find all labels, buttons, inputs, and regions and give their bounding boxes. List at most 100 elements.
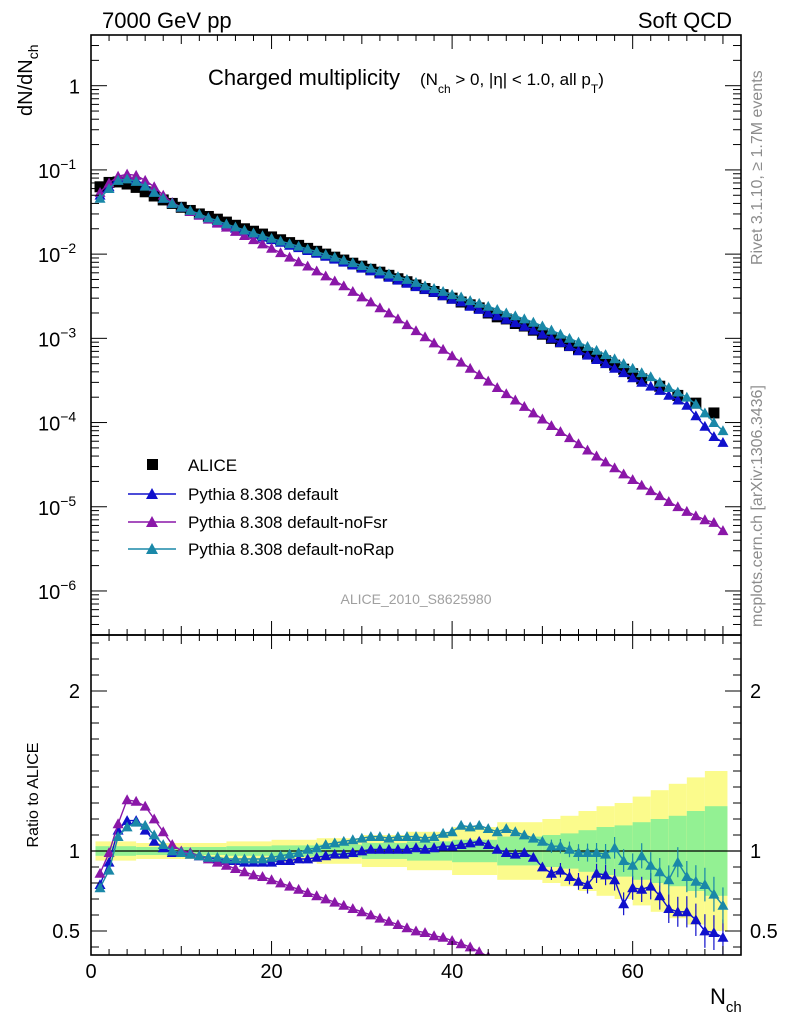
data-point-pythia-8-308-default-norap xyxy=(600,349,612,360)
ratio-point-pythia-8-308-default-norap xyxy=(645,859,657,870)
ratio-point-pythia-8-308-default-nofsr xyxy=(537,972,548,982)
data-point-pythia-8-308-default-nofsr xyxy=(554,426,566,437)
ratio-point-pythia-8-308-default xyxy=(437,840,449,851)
ratio-point-pythia-8-308-default-norap xyxy=(383,832,395,843)
data-point-pythia-8-308-default-nofsr xyxy=(437,343,449,354)
ratio-point-pythia-8-308-default-norap xyxy=(464,821,476,832)
legend-label-default: Pythia 8.308 default xyxy=(188,485,339,504)
ratio-point-pythia-8-308-default-nofsr xyxy=(410,925,422,936)
data-point-pythia-8-308-default-nofsr xyxy=(482,375,494,386)
ratio-point-pythia-8-308-default xyxy=(500,847,512,857)
ratio-point-pythia-8-308-default-nofsr xyxy=(157,826,169,837)
data-point-pythia-8-308-default-nofsr xyxy=(500,388,512,399)
ratio-point-pythia-8-308-default-norap xyxy=(690,875,702,886)
ratio-point-pythia-8-308-default xyxy=(600,869,612,880)
data-point-pythia-8-308-default-norap xyxy=(401,273,413,284)
data-point-pythia-8-308-default-norap xyxy=(311,246,323,257)
data-point-pythia-8-308-default xyxy=(591,354,603,364)
ratio-point-pythia-8-308-default xyxy=(699,925,711,936)
data-point-pythia-8-308-default xyxy=(527,324,539,335)
data-point-pythia-8-308-default-norap xyxy=(446,289,458,300)
data-point-pythia-8-308-default-norap xyxy=(293,240,305,251)
legend-label-alice: ALICE xyxy=(188,456,237,475)
ratio-point-pythia-8-308-default-norap xyxy=(545,840,557,851)
ratio-point-pythia-8-308-default-nofsr xyxy=(573,980,584,990)
ratio-point-pythia-8-308-default-nofsr xyxy=(582,982,593,992)
ratio-point-pythia-8-308-default-nofsr xyxy=(248,869,259,880)
ratio-point-pythia-8-308-default xyxy=(338,848,350,859)
ratio-point-pythia-8-308-default-nofsr xyxy=(609,986,620,996)
ratio-point-pythia-8-308-default-nofsr xyxy=(699,999,710,1009)
ratio-point-pythia-8-308-default-nofsr xyxy=(555,977,566,987)
ratio-point-pythia-8-308-default-norap xyxy=(518,829,530,840)
data-point-pythia-8-308-default xyxy=(663,389,675,400)
data-point-alice xyxy=(708,407,720,419)
data-point-pythia-8-308-default-norap xyxy=(284,238,296,249)
ratio-y-tick-label-right: 2 xyxy=(750,681,761,703)
ratio-point-pythia-8-308-default-norap xyxy=(112,831,124,841)
ratio-point-pythia-8-308-default-norap xyxy=(582,847,594,857)
ratio-point-pythia-8-308-default xyxy=(320,850,332,861)
main-y-axis-label-text: dN/dN xyxy=(15,59,37,116)
data-point-pythia-8-308-default-norap xyxy=(347,257,359,268)
data-point-pythia-8-308-default xyxy=(536,328,548,339)
legend: ALICE Pythia 8.308 default Pythia 8.308 … xyxy=(128,456,394,559)
plot-title-main: Charged multiplicity xyxy=(208,65,400,90)
ratio-point-pythia-8-308-default-norap xyxy=(338,835,350,846)
ratio-point-pythia-8-308-default-norap xyxy=(356,832,368,843)
ratio-point-pythia-8-308-default xyxy=(374,843,386,854)
ratio-point-pythia-8-308-default-norap xyxy=(392,831,404,841)
data-point-pythia-8-308-default xyxy=(618,367,630,378)
ratio-point-pythia-8-308-default-norap xyxy=(527,832,539,843)
legend-item-alice: ALICE xyxy=(147,456,237,475)
plot-title-cut-sub2: T xyxy=(591,82,599,96)
ratio-point-pythia-8-308-default-nofsr xyxy=(654,994,665,1004)
ratio-point-pythia-8-308-default xyxy=(148,835,160,846)
ratio-point-pythia-8-308-default-norap xyxy=(708,888,720,899)
data-point-pythia-8-308-default-norap xyxy=(563,332,575,343)
main-y-tick-label: 10−2 xyxy=(38,240,76,267)
main-y-tick-label: 10−5 xyxy=(38,493,76,520)
ratio-point-pythia-8-308-default-nofsr xyxy=(528,969,539,979)
data-point-pythia-8-308-default-norap xyxy=(383,268,395,279)
ratio-point-pythia-8-308-default-nofsr xyxy=(293,883,305,894)
data-point-pythia-8-308-default-nofsr xyxy=(717,525,729,536)
data-point-pythia-8-308-default-norap xyxy=(573,336,584,347)
ratio-point-pythia-8-308-default xyxy=(509,848,521,859)
ratio-point-pythia-8-308-default-nofsr xyxy=(130,795,142,806)
data-point-pythia-8-308-default-norap xyxy=(428,283,440,293)
ratio-point-pythia-8-308-default-norap xyxy=(347,834,359,845)
ratio-point-pythia-8-308-default xyxy=(410,842,422,853)
data-point-pythia-8-308-default-nofsr xyxy=(573,438,584,449)
ratio-point-pythia-8-308-default xyxy=(482,839,494,849)
data-point-pythia-8-308-default-norap xyxy=(320,248,332,259)
data-point-pythia-8-308-default-norap xyxy=(338,254,350,265)
ratio-point-pythia-8-308-default-norap xyxy=(437,827,449,838)
main-y-tick-label-exp: −6 xyxy=(60,577,76,593)
data-point-pythia-8-308-default-norap xyxy=(491,303,503,314)
data-point-pythia-8-308-default-nofsr xyxy=(464,362,476,373)
ratio-point-pythia-8-308-default-norap xyxy=(94,882,106,893)
data-point-pythia-8-308-default-norap xyxy=(248,227,259,238)
ratio-point-pythia-8-308-default-nofsr xyxy=(474,946,485,955)
data-point-pythia-8-308-default-nofsr xyxy=(609,462,621,473)
data-point-pythia-8-308-default-nofsr xyxy=(338,280,350,291)
data-point-pythia-8-308-default xyxy=(563,340,575,351)
data-point-pythia-8-308-default-norap xyxy=(645,371,657,382)
data-point-pythia-8-308-default xyxy=(554,337,566,347)
ratio-point-pythia-8-308-default-nofsr xyxy=(329,896,341,907)
ratio-point-pythia-8-308-default xyxy=(618,898,630,909)
ratio-point-pythia-8-308-default-nofsr xyxy=(220,859,232,870)
ratio-point-pythia-8-308-default-norap xyxy=(455,819,467,830)
ratio-y-tick-label-left: 2 xyxy=(69,681,80,703)
ratio-point-pythia-8-308-default-nofsr xyxy=(284,880,296,891)
ratio-point-pythia-8-308-default xyxy=(473,835,485,846)
data-point-pythia-8-308-default-norap xyxy=(717,425,729,436)
data-point-pythia-8-308-default-norap xyxy=(266,232,278,243)
data-point-pythia-8-308-default-nofsr xyxy=(455,356,467,367)
data-point-pythia-8-308-default-nofsr xyxy=(329,275,341,286)
ratio-point-pythia-8-308-default-nofsr xyxy=(94,867,106,878)
ratio-point-pythia-8-308-default-norap xyxy=(248,853,259,864)
ratio-point-pythia-8-308-default-norap xyxy=(627,859,639,870)
